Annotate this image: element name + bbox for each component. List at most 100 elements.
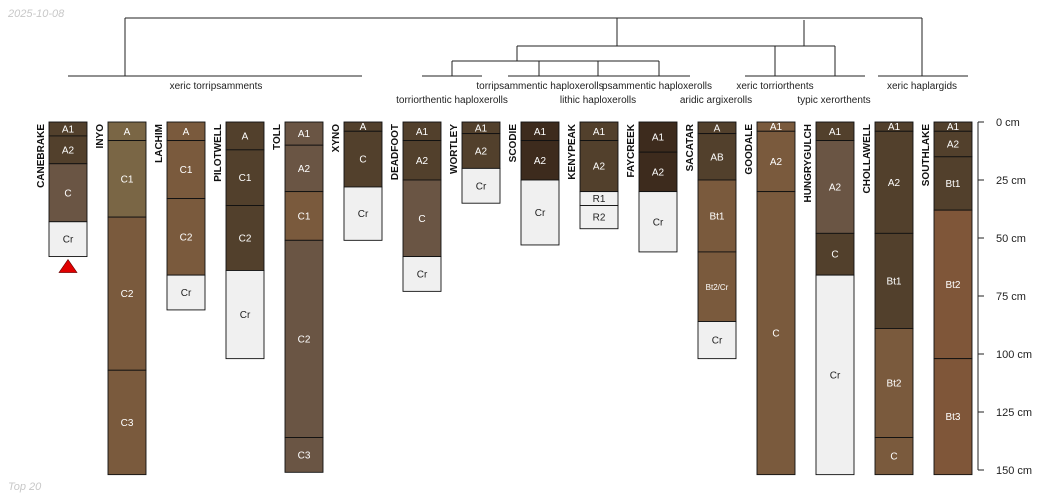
horizon-bt2	[874, 328, 914, 438]
horizon-label: A	[183, 127, 190, 138]
horizon-c	[756, 191, 796, 476]
horizon-label: A2	[62, 145, 75, 156]
horizon-a2	[461, 133, 501, 169]
horizon-c1	[166, 140, 206, 200]
horizon-a2	[48, 135, 88, 165]
dendrogram	[68, 17, 968, 77]
horizon-a1	[638, 121, 678, 153]
horizon-label: Cr	[240, 310, 251, 321]
horizon-label: A2	[652, 167, 665, 178]
axis-tick-label: 25 cm	[996, 175, 1026, 187]
horizon-label: C3	[298, 450, 311, 461]
taxon-label: xeric torripsamments	[170, 81, 263, 92]
profile-name: SCODIE	[508, 124, 519, 163]
horizon-cr	[166, 274, 206, 311]
horizon-r2	[579, 205, 619, 230]
horizon-label: C2	[180, 232, 193, 243]
horizon-label: A2	[829, 182, 842, 193]
horizon-label: R1	[593, 194, 606, 205]
profile-name: PILOTWELL	[213, 124, 224, 182]
profile-columns: A1 A2 C Cr CANEBRAKE A C1 C2 C3 INYO A C1 C2 Cr LACHIM…	[36, 121, 973, 476]
depth-axis: 0 cm 25 cm 50 cm 75 cm 100 cm 125 cm 150 cm	[977, 117, 1032, 477]
horizon-c1	[225, 149, 265, 206]
horizon-label: A	[714, 123, 721, 134]
horizon-c2	[225, 205, 265, 271]
profile-deadfoot: A1 A2 C Cr DEADFOOT	[390, 121, 442, 292]
profile-inyo: A C1 C2 C3 INYO	[95, 121, 147, 476]
horizon-label: A2	[534, 156, 547, 167]
horizon-label: A2	[770, 157, 783, 168]
horizon-c2	[284, 239, 324, 438]
horizon-label: Cr	[358, 209, 369, 220]
horizon-cr	[697, 321, 737, 360]
profile-name: SOUTHLAKE	[921, 124, 932, 187]
horizon-label: A	[360, 122, 367, 133]
horizon-a2	[874, 130, 914, 234]
horizon-label: C	[418, 214, 425, 225]
horizon-label: C	[772, 329, 779, 340]
footer-label: Top 20	[8, 481, 42, 493]
horizon-label: C1	[121, 174, 134, 185]
taxon-label: psammentic haploxerolls	[602, 81, 712, 92]
axis-tick-label: 125 cm	[996, 407, 1032, 419]
horizon-cr	[815, 274, 855, 476]
profile-goodale: A1 A2 C GOODALE	[744, 121, 796, 476]
axis-tick-label: 50 cm	[996, 233, 1026, 245]
axis-tick-label: 150 cm	[996, 465, 1032, 477]
date-stamp: 2025-10-08	[8, 8, 65, 20]
horizon-label: R2	[593, 213, 606, 224]
profile-name: GOODALE	[744, 124, 755, 175]
horizon-label: Bt1	[945, 179, 960, 190]
horizon-label: Cr	[63, 235, 74, 246]
profile-sacatar: A AB Bt1 Bt2/Cr Cr SACATAR	[685, 121, 737, 360]
horizon-bt1	[874, 232, 914, 329]
profile-name: KENYPEAK	[567, 123, 578, 179]
horizon-label: A2	[947, 140, 960, 151]
horizon-label: Cr	[535, 208, 546, 219]
horizon-c2	[107, 216, 147, 371]
profile-lachim: A C1 C2 Cr LACHIM	[154, 121, 206, 311]
profile-name: TOLL	[272, 124, 283, 150]
horizon-c	[402, 179, 442, 258]
horizon-label: A2	[298, 164, 311, 175]
profile-name: FAYCREEK	[626, 123, 637, 177]
horizon-label: A1	[829, 127, 842, 138]
horizon-label: C2	[239, 234, 252, 245]
horizon-label: C	[890, 452, 897, 463]
horizon-label: Cr	[830, 370, 841, 381]
horizon-cr	[402, 256, 442, 292]
horizon-cr	[343, 186, 383, 241]
profile-scodie: A1 A2 Cr SCODIE	[508, 121, 560, 246]
horizon-a2	[284, 144, 324, 193]
horizon-label: A1	[416, 127, 429, 138]
horizon-label: Cr	[181, 288, 192, 299]
horizon-label: C	[64, 188, 71, 199]
horizon-label: C	[359, 155, 366, 166]
profile-toll: A1 A2 C1 C2 C3 TOLL	[272, 121, 324, 473]
horizon-c3	[284, 437, 324, 473]
profile-name: LACHIM	[154, 124, 165, 163]
taxon-label: typic xerorthents	[797, 95, 870, 106]
horizon-cr	[461, 167, 501, 204]
taxon-label: xeric torriorthents	[736, 81, 813, 92]
horizon-a2	[520, 140, 560, 181]
horizon-label: A2	[416, 156, 429, 167]
horizon-label: Bt2	[945, 280, 960, 291]
horizon-label: Bt1	[709, 211, 724, 222]
profile-canebrake: A1 A2 C Cr CANEBRAKE	[36, 121, 88, 273]
profile-wortley: A1 A2 Cr WORTLEY	[449, 121, 501, 204]
horizon-c1	[284, 191, 324, 241]
horizon-label: A1	[888, 122, 901, 133]
taxon-label: torriorthentic haploxerolls	[396, 95, 508, 106]
horizon-label: A2	[593, 162, 606, 173]
horizon-a2	[579, 140, 619, 193]
horizon-a2	[933, 130, 973, 158]
horizon-cr	[225, 270, 265, 360]
horizon-label: C3	[121, 418, 134, 429]
profile-name: INYO	[95, 124, 106, 149]
axis-tick-label: 0 cm	[996, 117, 1020, 129]
horizon-bt2	[933, 209, 973, 360]
horizon-cr	[48, 221, 88, 258]
horizon-c2	[166, 198, 206, 276]
